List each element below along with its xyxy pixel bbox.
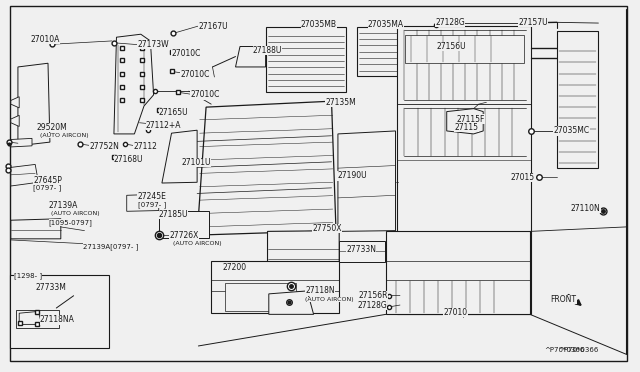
Text: 27726X: 27726X (170, 231, 199, 240)
Text: 27112: 27112 (133, 142, 157, 151)
Text: 29520M: 29520M (36, 123, 67, 132)
Polygon shape (266, 27, 346, 92)
Text: 27010: 27010 (444, 308, 468, 317)
Polygon shape (211, 261, 339, 313)
Text: ^P70*0366: ^P70*0366 (544, 347, 584, 353)
Text: 27185U: 27185U (159, 210, 188, 219)
Text: 27139A: 27139A (49, 201, 78, 210)
Text: 27135M: 27135M (325, 98, 356, 107)
Text: 27190U: 27190U (337, 171, 367, 180)
Text: (AUTO AIRCON): (AUTO AIRCON) (51, 211, 100, 217)
Text: 27157U: 27157U (518, 18, 548, 27)
Polygon shape (11, 138, 32, 147)
Text: 27115F: 27115F (457, 115, 485, 124)
Text: 27035MC: 27035MC (554, 126, 589, 135)
Text: ^P70*0366: ^P70*0366 (558, 347, 598, 353)
Text: 27118N: 27118N (305, 286, 335, 295)
Polygon shape (197, 101, 336, 235)
Text: 27010C: 27010C (180, 70, 210, 79)
Bar (405, 35, 524, 63)
Text: 27173W: 27173W (138, 40, 169, 49)
Text: 27015: 27015 (511, 173, 535, 182)
Text: (AUTO AIRCON): (AUTO AIRCON) (305, 297, 354, 302)
Text: 27128G: 27128G (435, 18, 465, 27)
Bar (225, 283, 296, 311)
Text: 27156U: 27156U (436, 42, 466, 51)
Text: 27165U: 27165U (159, 108, 188, 117)
Text: 27110N: 27110N (571, 204, 600, 213)
Text: 27139A[0797- ]: 27139A[0797- ] (83, 243, 139, 250)
Polygon shape (16, 310, 59, 328)
Text: 27010C: 27010C (190, 90, 220, 99)
Text: 27167U: 27167U (198, 22, 228, 31)
Text: 27733M: 27733M (35, 283, 66, 292)
Text: 27245E: 27245E (138, 192, 166, 201)
Text: [1298- ]: [1298- ] (14, 273, 42, 279)
Polygon shape (162, 130, 197, 183)
Text: 27168U: 27168U (114, 155, 143, 164)
Text: 27010A: 27010A (31, 35, 60, 44)
Text: 27118NA: 27118NA (40, 315, 74, 324)
Polygon shape (269, 291, 314, 314)
Text: 27733N: 27733N (346, 245, 376, 254)
Polygon shape (127, 194, 159, 211)
Polygon shape (338, 131, 396, 231)
Polygon shape (268, 231, 339, 271)
Polygon shape (19, 311, 42, 324)
Text: (AUTO AIRCON): (AUTO AIRCON) (173, 241, 221, 246)
Polygon shape (236, 46, 266, 67)
Polygon shape (114, 34, 154, 134)
Polygon shape (11, 164, 38, 186)
Text: [0797- ]: [0797- ] (138, 201, 166, 208)
Text: 27750X: 27750X (312, 224, 342, 233)
Polygon shape (447, 109, 483, 134)
Polygon shape (11, 219, 61, 239)
Text: 27128G: 27128G (357, 301, 387, 310)
Text: (AUTO AIRCON): (AUTO AIRCON) (40, 133, 88, 138)
Text: 27188U: 27188U (253, 46, 282, 55)
Text: 27115: 27115 (454, 123, 479, 132)
Text: [1095-0797]: [1095-0797] (49, 219, 93, 226)
Bar (557, 31, 598, 168)
Text: 27035MA: 27035MA (368, 20, 404, 29)
Text: 27156R: 27156R (358, 291, 388, 300)
Text: 27200: 27200 (223, 263, 247, 272)
Polygon shape (357, 27, 415, 76)
Polygon shape (18, 63, 50, 146)
Polygon shape (386, 231, 530, 314)
Text: 27035MB: 27035MB (301, 20, 337, 29)
Bar (339, 241, 385, 262)
Text: FRONT: FRONT (550, 295, 577, 304)
Text: 27112+A: 27112+A (146, 121, 181, 130)
Text: [0797- ]: [0797- ] (33, 185, 61, 191)
Text: 27752N: 27752N (90, 142, 120, 151)
Text: 27010C: 27010C (172, 49, 201, 58)
Bar (159, 211, 209, 238)
Polygon shape (397, 26, 531, 314)
Text: 27645P: 27645P (33, 176, 62, 185)
Bar (10, 275, 109, 348)
Text: 27101U: 27101U (181, 158, 211, 167)
Polygon shape (11, 115, 19, 126)
Polygon shape (11, 97, 19, 108)
